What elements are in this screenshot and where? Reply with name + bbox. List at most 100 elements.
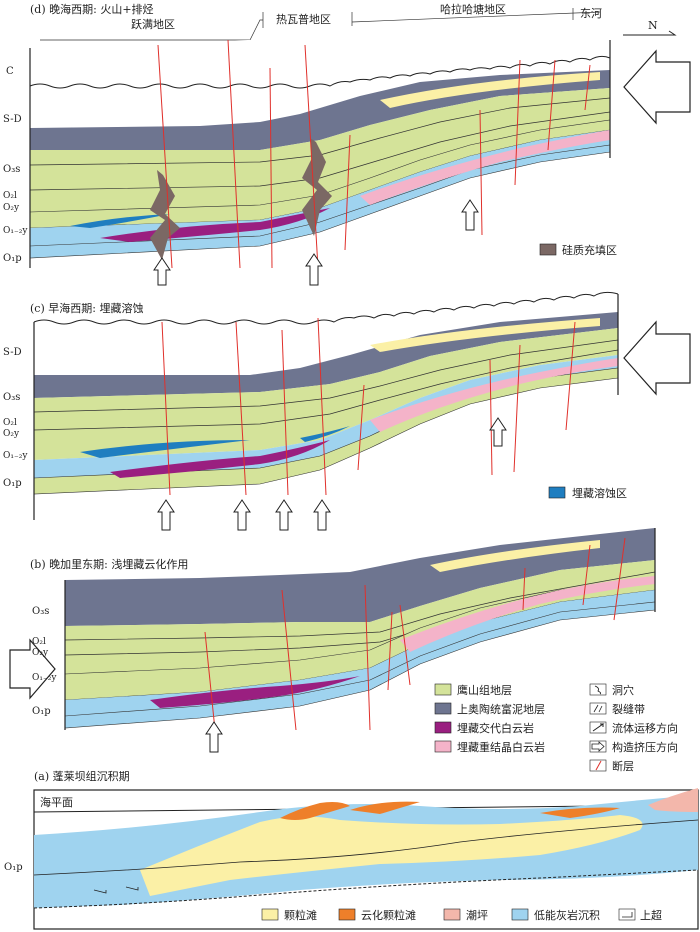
faults-c [161, 317, 576, 496]
sea-level-label: 海平面 [40, 795, 73, 809]
legend-label-yingshan: 鹰山组地层 [457, 683, 512, 697]
strata-label-o1p-c: O₁p [3, 478, 22, 489]
legend-label-replacive: 埋藏交代白云岩 [457, 721, 534, 735]
legend-swatch-recrystallized [434, 740, 452, 753]
strata-label-sd: S-D [3, 114, 22, 125]
legend-label-mudstone: 上奥陶统富泥地层 [457, 702, 545, 716]
legend-label-dissolution: 埋藏溶蚀区 [572, 486, 627, 500]
penglaiba-top-horizon [33, 819, 699, 876]
panel-b-title: (b) 晚加里东期: 浅埋藏云化作用 [30, 557, 188, 571]
grain-shoal-d [380, 72, 600, 108]
legend-swatch-grain-shoal [261, 908, 279, 921]
dissolution-zone-c-1 [80, 440, 250, 458]
horizon-o2l [29, 111, 611, 191]
fluid-arrow-icon [157, 499, 175, 531]
panel-d-title: (d) 晚海西期: 火山+排烃 [30, 2, 154, 16]
legend-label-compression: 构造挤压方向 [612, 740, 678, 754]
legend-label-cave: 洞穴 [612, 683, 634, 697]
north-label: N [648, 19, 658, 32]
recrystallized-dolomite-b [400, 576, 655, 652]
region-label-halahatang: 哈拉哈塘地区 [440, 2, 506, 16]
legend-swatch-replacive [434, 721, 452, 734]
faults-b [204, 537, 626, 731]
compression-arrow-icon [9, 638, 56, 700]
strata-label-sd-c: S-D [3, 347, 22, 358]
legend-label-dolomitized-shoal: 云化颗粒滩 [361, 908, 416, 922]
penglaiba-layer [30, 130, 610, 246]
dolomitized-shoal-zone-3 [540, 807, 620, 818]
carboniferous-layer [30, 36, 610, 86]
strata-label-o12y-c: O₁₋₂y [3, 451, 28, 461]
strata-label-o1p: O₁p [3, 253, 22, 264]
fluid-arrow-icon [275, 499, 293, 531]
panel-c-frame [33, 294, 619, 520]
fluid-arrow-icon [489, 417, 507, 447]
silica-zone-d-1 [150, 170, 180, 260]
penglaiba-layer-c [34, 355, 618, 478]
strata-label-o2l-b: O₂l [32, 637, 46, 647]
region-label-rewapu: 热瓦普地区 [276, 12, 331, 26]
fluid-arrow-icon [153, 257, 171, 286]
panel-d: (d) 晚海西期: 火山+排烃 跃满地区 热瓦普地区 哈拉哈塘地区 东河 N [3, 2, 691, 286]
legend-b: 鹰山组地层 上奥陶统富泥地层 埋藏交代白云岩 埋藏重结晶白云岩 洞穴 裂缝带 流… [434, 683, 678, 773]
dolomitized-shoal-zone-1 [280, 802, 350, 820]
panel-d-frame [29, 40, 611, 268]
strata-label-o2y: O₂y [3, 203, 20, 213]
region-baseline [351, 11, 601, 23]
grain-shoal-c [370, 318, 600, 352]
compression-arrow-icon [623, 320, 691, 396]
fracture-zone-icon [593, 704, 603, 713]
north-arrow-icon [623, 30, 677, 36]
grain-shoal-zone [140, 815, 643, 896]
strata-label-o3s-b: O₃s [32, 606, 49, 617]
panel-a: (a) 蓬莱坝组沉积期 海平面 O₁p 颗粒滩 云化颗粒滩 潮坪 低能灰岩沉积 … [4, 769, 699, 930]
strata-label-o3s: O₃s [3, 164, 20, 175]
fluid-arrow-icon [461, 199, 479, 231]
legend-label-grain-shoal: 颗粒滩 [284, 908, 317, 922]
legend-swatch-mudstone [434, 702, 452, 715]
yingshan-layer-b-upper [65, 560, 655, 674]
faults-d [157, 39, 591, 269]
unconformity-line [29, 55, 611, 89]
legend-label-onlap: 上超 [640, 908, 662, 922]
fracture-zone-icon [589, 702, 607, 715]
strata-label-o2l-c: O₂l [3, 418, 17, 428]
strata-label-o3s-c: O₃s [3, 392, 20, 403]
dissolution-zone-d [70, 214, 170, 228]
cave-icon [594, 685, 602, 695]
legend-label-fracture: 裂缝带 [612, 702, 645, 716]
fluid-arrow-icon [313, 499, 331, 531]
penglaiba-base-horizon [33, 869, 699, 909]
strata-label-o12y: O₁₋₂y [3, 226, 28, 236]
legend-label-fault: 断层 [612, 759, 634, 773]
strata-label-c: C [6, 66, 14, 77]
legend-swatch-yingshan [434, 683, 452, 696]
strata-label-o2y-c: O₂y [3, 429, 20, 439]
compression-direction-icon [591, 741, 605, 752]
panel-a-title: (a) 蓬莱坝组沉积期 [34, 769, 130, 783]
penglaiba-layer-b [65, 590, 655, 716]
horizon-o2l-c [33, 349, 619, 431]
grain-shoal-b [430, 540, 600, 572]
cave-icon [589, 683, 607, 696]
horizon-o3s-b [64, 571, 656, 641]
panel-c: (c) 早海西期: 埋藏溶蚀 S-D O₃s O₂l O [3, 291, 691, 531]
unconformity-line-c [33, 291, 619, 325]
strata-label-o1p-b: O₁p [32, 706, 51, 717]
legend-a: 颗粒滩 云化颗粒滩 潮坪 低能灰岩沉积 上超 [261, 908, 662, 922]
fluid-arrow-icon [205, 721, 223, 753]
onlap-icon [622, 912, 633, 918]
region-divider [40, 8, 574, 41]
recrystallized-dolomite-c [370, 358, 618, 432]
tidal-flat-zone [648, 788, 698, 812]
replacive-dolomite-b [150, 676, 360, 708]
region-label-yueman: 跃满地区 [131, 17, 175, 31]
fluid-arrow-icon [233, 499, 251, 531]
silica-zone-d-2 [302, 138, 332, 236]
recrystallized-dolomite-d [360, 130, 610, 205]
legend-label-fluid: 流体运移方向 [612, 721, 678, 735]
yingshan-layer-c [34, 328, 618, 460]
panel-b-frame [64, 528, 656, 730]
panel-c-title: (c) 早海西期: 埋藏溶蚀 [30, 301, 143, 315]
